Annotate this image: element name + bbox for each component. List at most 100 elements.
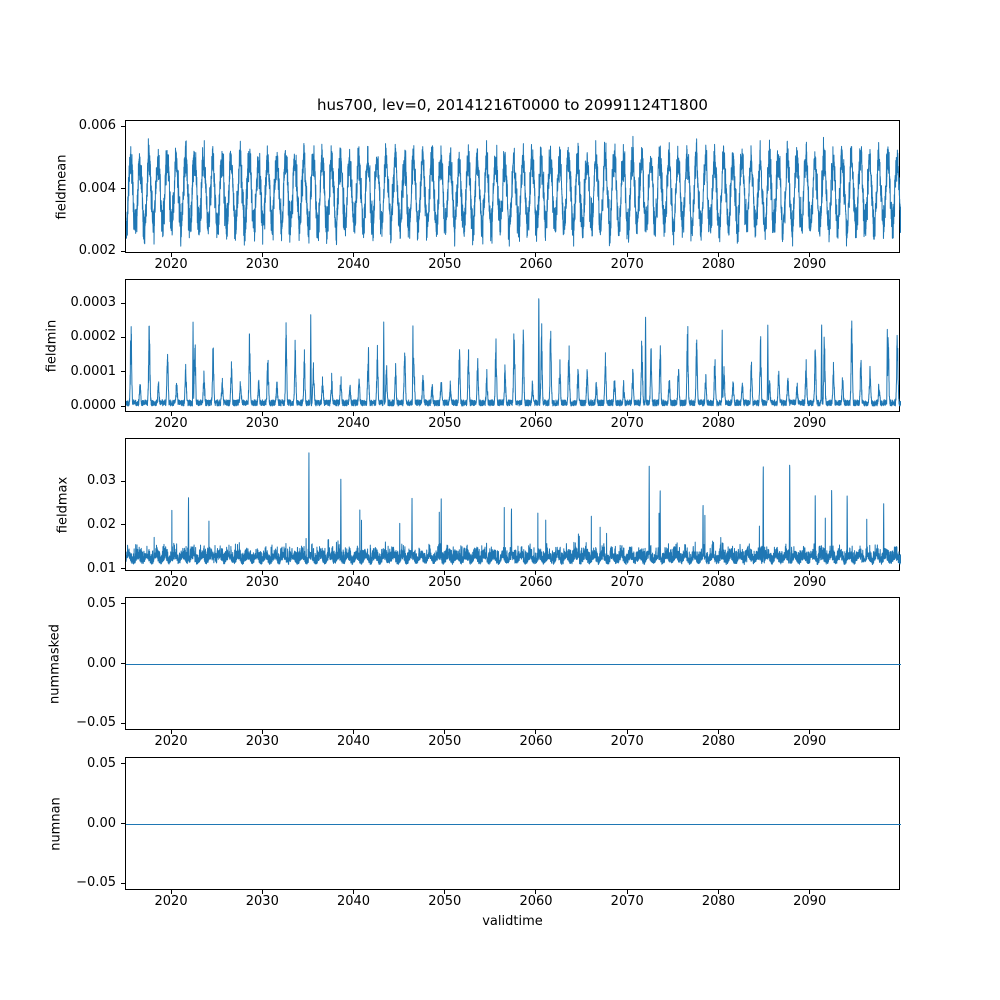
x-tick-label: 2030 [245, 257, 279, 272]
x-tick-mark [809, 571, 811, 575]
x-tick-mark [626, 890, 628, 894]
y-tick-label: 0.05 [87, 595, 116, 611]
subplot-fieldmin [125, 279, 901, 413]
x-tick-label: 2030 [245, 416, 279, 431]
x-tick-mark [626, 253, 628, 257]
x-tick-mark [809, 890, 811, 894]
y-tick-label: 0.05 [87, 755, 116, 771]
y-tick-mark [121, 250, 125, 252]
x-tick-label: 2050 [428, 575, 462, 590]
nummasked-line-canvas [126, 598, 901, 731]
y-tick-label: 0.0003 [70, 295, 117, 311]
x-tick-mark [444, 253, 446, 257]
x-tick-label: 2020 [154, 734, 188, 749]
y-tick-label: 0.002 [78, 243, 116, 259]
y-tick-label: −0.05 [76, 875, 116, 891]
x-tick-mark [444, 412, 446, 416]
x-tick-mark [170, 412, 172, 416]
x-tick-mark [717, 730, 719, 734]
x-tick-mark [444, 571, 446, 575]
y-tick-label: 0.006 [78, 118, 116, 134]
x-tick-label: 2060 [519, 257, 553, 272]
x-tick-label: 2080 [701, 894, 735, 909]
y-tick-label: −0.05 [76, 715, 116, 731]
fieldmin-line-canvas [126, 280, 901, 413]
fieldmax-line-canvas [126, 439, 901, 572]
x-tick-label: 2090 [793, 894, 827, 909]
y-tick-mark [121, 371, 125, 373]
x-tick-mark [261, 253, 263, 257]
x-tick-label: 2020 [154, 416, 188, 431]
y-tick-mark [121, 603, 125, 605]
y-tick-mark [121, 480, 125, 482]
x-tick-mark [535, 253, 537, 257]
x-tick-label: 2050 [428, 894, 462, 909]
x-tick-label: 2030 [245, 575, 279, 590]
x-tick-label: 2070 [610, 575, 644, 590]
x-tick-label: 2060 [519, 575, 553, 590]
x-tick-mark [626, 412, 628, 416]
fieldmean-line-canvas [126, 121, 901, 254]
y-tick-mark [121, 125, 125, 127]
y-tick-mark [121, 302, 125, 304]
x-tick-label: 2090 [793, 416, 827, 431]
x-tick-label: 2040 [336, 416, 371, 431]
x-tick-mark [353, 890, 355, 894]
x-tick-label: 2060 [519, 416, 553, 431]
y-tick-mark [121, 763, 125, 765]
x-tick-mark [261, 571, 263, 575]
y-tick-mark [121, 882, 125, 884]
x-tick-label: 2040 [336, 894, 371, 909]
x-tick-mark [261, 412, 263, 416]
xlabel: validtime [482, 914, 543, 929]
x-tick-mark [170, 730, 172, 734]
x-tick-mark [535, 412, 537, 416]
y-tick-label: 0.0002 [70, 329, 117, 345]
x-tick-label: 2040 [336, 257, 371, 272]
x-tick-mark [535, 890, 537, 894]
x-tick-label: 2090 [793, 575, 827, 590]
x-tick-mark [353, 412, 355, 416]
y-tick-mark [121, 405, 125, 407]
x-tick-label: 2050 [428, 257, 462, 272]
x-tick-label: 2020 [154, 257, 188, 272]
x-tick-label: 2060 [519, 734, 553, 749]
x-tick-mark [717, 412, 719, 416]
x-tick-label: 2030 [245, 734, 279, 749]
x-tick-label: 2020 [154, 894, 188, 909]
y-tick-label: 0.02 [87, 516, 116, 532]
x-tick-mark [535, 571, 537, 575]
y-tick-mark [121, 568, 125, 570]
subplot-numnan [125, 757, 901, 891]
x-tick-label: 2030 [245, 894, 279, 909]
x-tick-mark [170, 253, 172, 257]
y-tick-label: 0.00 [87, 815, 116, 831]
x-tick-mark [261, 730, 263, 734]
x-tick-label: 2080 [701, 575, 735, 590]
y-tick-label: 0.0001 [70, 363, 117, 379]
y-tick-label: 0.03 [87, 473, 116, 489]
x-tick-label: 2070 [610, 416, 644, 431]
x-tick-mark [809, 253, 811, 257]
x-tick-label: 2080 [701, 257, 735, 272]
x-tick-mark [170, 890, 172, 894]
x-tick-mark [261, 890, 263, 894]
x-tick-mark [444, 890, 446, 894]
x-tick-label: 2040 [336, 734, 371, 749]
subplot-fieldmean [125, 120, 901, 254]
y-tick-mark [121, 722, 125, 724]
x-tick-mark [717, 571, 719, 575]
x-tick-mark [809, 730, 811, 734]
chart-title: hus700, lev=0, 20141216T0000 to 20991124… [317, 96, 708, 114]
y-tick-mark [121, 663, 125, 664]
y-tick-label: 0.0000 [70, 398, 117, 414]
x-tick-mark [535, 730, 537, 734]
y-tick-label: 0.004 [78, 180, 116, 196]
x-tick-mark [626, 730, 628, 734]
x-tick-label: 2090 [793, 734, 827, 749]
x-tick-label: 2070 [610, 894, 644, 909]
x-tick-mark [444, 730, 446, 734]
x-tick-mark [626, 571, 628, 575]
x-tick-label: 2070 [610, 734, 644, 749]
